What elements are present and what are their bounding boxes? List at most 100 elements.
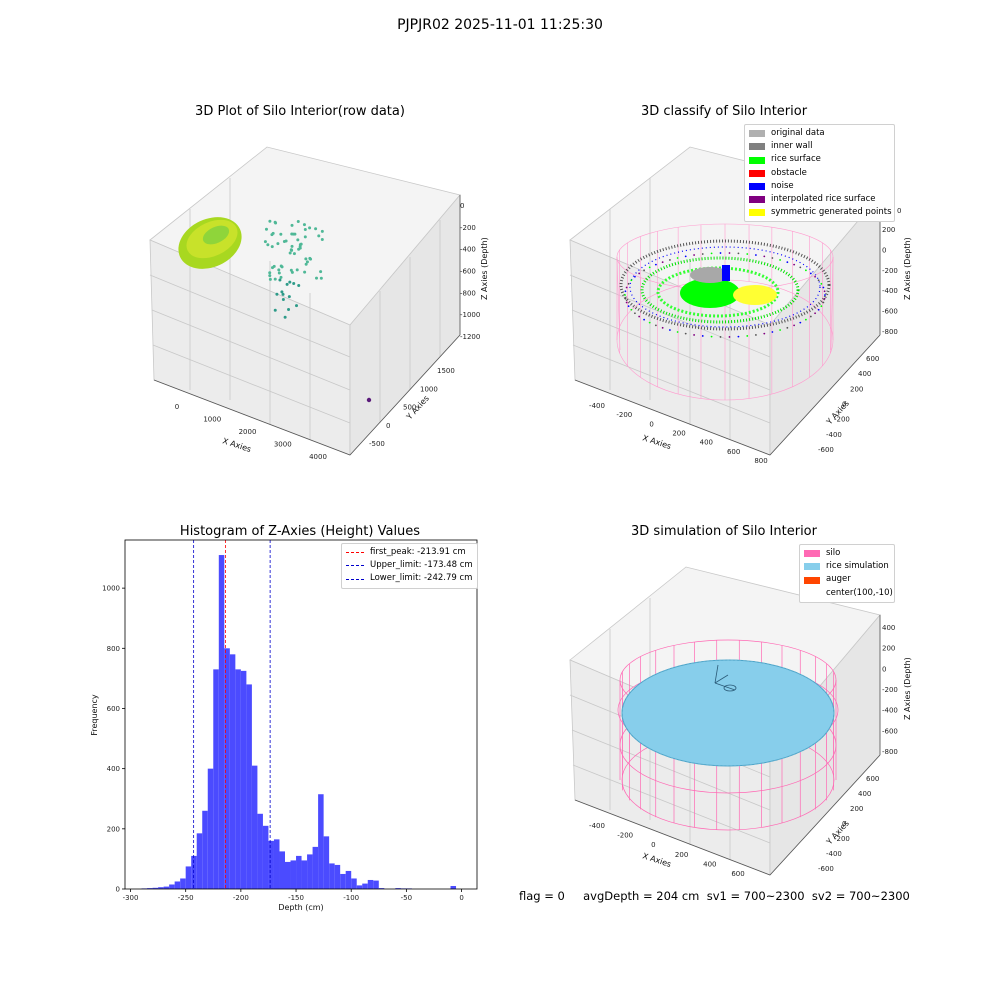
hist-bar <box>202 810 208 889</box>
classify-point <box>809 272 812 275</box>
classify-y-tick: -400 <box>826 431 842 439</box>
raw-point <box>290 244 294 248</box>
classify-point <box>625 301 628 304</box>
legend-label: first_peak: -213.91 cm <box>370 547 466 557</box>
classify-y-tick: 400 <box>858 370 871 378</box>
raw-point <box>280 290 284 294</box>
sim-y-tick: 400 <box>858 790 871 798</box>
raw-point <box>268 271 272 275</box>
raw-point <box>298 246 302 250</box>
sim-y-tick: 200 <box>850 805 863 813</box>
classify-point <box>823 290 826 293</box>
legend-entry: symmetric generated points <box>749 206 892 219</box>
classify-point <box>710 335 713 338</box>
classify-point <box>799 266 802 269</box>
classify-point <box>719 252 722 254</box>
hist-bar <box>307 854 313 889</box>
legend-label: noise <box>771 180 794 191</box>
hist-bar <box>362 883 368 889</box>
raw-point <box>287 308 291 312</box>
sim-x-tick: 600 <box>731 870 744 878</box>
classify-panel-title: 3D classify of Silo Interior <box>640 104 808 119</box>
classify-point <box>746 335 749 337</box>
raw-point <box>304 257 308 261</box>
hist-bars <box>141 555 457 889</box>
legend-entry: inner wall <box>749 140 890 153</box>
sim-y-tick: -400 <box>826 850 842 858</box>
hist-bar <box>218 555 225 889</box>
raw-z-tick: -800 <box>460 289 476 297</box>
classify-x-tick: 400 <box>700 439 713 447</box>
classify-point <box>624 297 627 300</box>
legend-swatch <box>804 576 820 584</box>
classify-point <box>763 332 766 335</box>
classify-y-tick: -600 <box>818 446 834 454</box>
classify-point <box>710 252 713 255</box>
hist-bar <box>367 879 374 889</box>
raw-point <box>271 231 275 235</box>
sim-z-tick-labels: 400 200 0 -200 -400 -600 -800 <box>882 624 898 756</box>
hist-x-tick-label: -300 <box>123 894 139 902</box>
raw-point <box>304 262 308 266</box>
raw-z-tick: 0 <box>460 202 464 210</box>
raw-point <box>287 295 291 299</box>
classify-y-tick: -200 <box>834 416 850 424</box>
hist-bar <box>273 839 280 889</box>
hist-bar <box>378 888 385 889</box>
classify-point <box>630 308 633 311</box>
legend-entry: Lower_limit: -242.79 cm <box>346 572 473 585</box>
raw-x-tick-labels: 0 1000 2000 3000 4000 <box>175 403 327 461</box>
hist-y-tick-label: 400 <box>107 765 120 773</box>
classify-point <box>638 315 641 318</box>
hist-bar <box>163 886 170 889</box>
classify-point <box>771 331 774 333</box>
raw-point <box>303 270 307 274</box>
classify-point <box>814 312 816 315</box>
raw-z-tick: -400 <box>460 246 476 254</box>
classify-point <box>728 252 731 254</box>
classify-point <box>823 297 826 300</box>
classify-point <box>786 326 789 329</box>
hist-bar <box>290 860 297 889</box>
hist-bar <box>312 846 319 889</box>
hist-x-tick-label: -200 <box>233 894 249 902</box>
legend-label: Upper_limit: -173.48 cm <box>370 560 473 571</box>
classify-point <box>805 318 807 321</box>
sim-x-tick: -400 <box>589 822 605 830</box>
hist-bar <box>229 654 236 889</box>
classify-point <box>755 334 757 336</box>
classify-x-tick: 800 <box>754 457 767 465</box>
hist-bar <box>268 840 274 889</box>
classify-z-tick: -800 <box>882 328 898 336</box>
classify-x-tick: -400 <box>589 402 605 410</box>
hist-y-tick-label: 600 <box>107 705 120 713</box>
legend-swatch <box>749 130 765 138</box>
hist-bar <box>251 765 258 889</box>
hist-bar <box>395 888 401 889</box>
sim-axis-lines <box>574 615 881 876</box>
legend-swatch <box>749 169 765 177</box>
raw-point <box>296 219 300 223</box>
raw-point <box>264 227 268 231</box>
raw-y-tick-labels: -500 0 500 1000 1500 <box>369 367 455 448</box>
raw-point <box>292 281 296 285</box>
raw-x-axis-label: X Axies <box>221 436 252 454</box>
hist-y-tick-label: 200 <box>107 825 120 833</box>
hist-bar <box>246 684 252 889</box>
classify-legend: original data inner wall rice surface obsta… <box>744 124 895 223</box>
raw-point <box>289 248 293 252</box>
classify-z-tick: 0 <box>882 246 886 254</box>
classify-point <box>746 253 749 255</box>
raw-point <box>288 280 292 284</box>
sim-x-tick-labels: -400 -200 0 200 400 600 <box>589 822 745 878</box>
sim-y-tick: 600 <box>866 775 879 783</box>
hist-y-tick-label: 1000 <box>102 585 120 593</box>
hist-x-tick-label: -150 <box>288 894 304 902</box>
classify-point <box>817 279 820 282</box>
sim-z-tick: 200 <box>882 645 895 653</box>
hist-y-axis-label: Frequency <box>90 694 99 736</box>
classify-point <box>630 279 633 282</box>
raw-point <box>319 270 323 274</box>
classify-point <box>654 263 657 266</box>
legend-label: center(100,-10) <box>826 587 893 598</box>
